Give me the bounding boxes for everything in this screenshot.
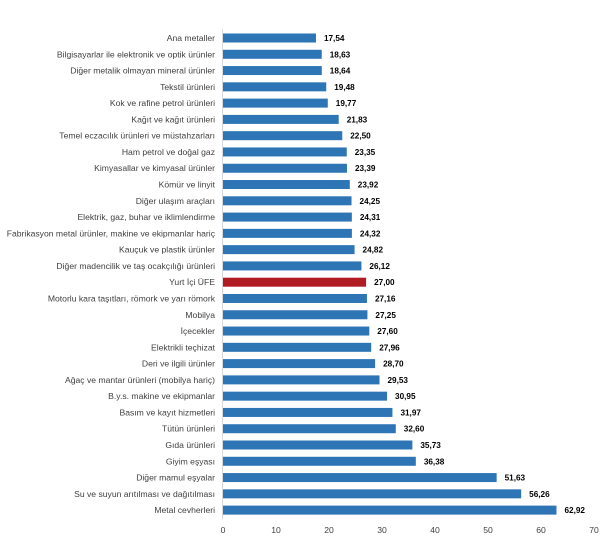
category-label: İçecekler	[181, 326, 216, 336]
category-label: Mobilya	[185, 310, 215, 320]
bar	[223, 505, 557, 515]
bar	[223, 440, 413, 450]
data-label: 23,92	[358, 181, 379, 190]
bar	[223, 33, 316, 43]
category-label: Kok ve rafine petrol ürünleri	[110, 98, 215, 108]
bar	[223, 293, 367, 303]
bar	[223, 375, 380, 385]
data-label: 29,53	[388, 376, 409, 385]
category-label: Kömür ve linyit	[159, 180, 216, 190]
data-label: 31,97	[400, 408, 421, 417]
bar	[223, 277, 367, 287]
data-label: 17,54	[324, 34, 345, 43]
data-label: 35,73	[420, 441, 441, 450]
category-label: Tütün ürünleri	[162, 424, 215, 434]
category-label: Ana metaller	[167, 33, 215, 43]
category-label: Fabrikasyon metal ürünler, makine ve eki…	[7, 228, 216, 238]
bar	[223, 261, 362, 271]
category-label: Basım ve kayıt hizmetleri	[119, 407, 215, 417]
x-tick-label: 0	[221, 525, 226, 535]
bar	[223, 98, 328, 108]
data-label: 18,64	[330, 67, 351, 76]
bar	[223, 196, 352, 206]
bar	[223, 310, 368, 320]
data-label: 21,83	[347, 115, 368, 124]
category-label: Diğer ulaşım araçları	[136, 196, 215, 206]
x-tick-label: 70	[589, 525, 599, 535]
bar	[223, 424, 396, 434]
x-tick-label: 50	[483, 525, 493, 535]
category-label: Yurt İçi ÜFE	[169, 277, 215, 287]
category-label: Kauçuk ve plastik ürünler	[119, 245, 215, 255]
category-label: Deri ve ilgili ürünler	[142, 359, 215, 369]
bar	[223, 212, 352, 222]
data-label: 18,63	[330, 50, 351, 59]
data-label: 27,25	[375, 311, 396, 320]
category-label: Kağıt ve kağıt ürünleri	[131, 114, 215, 124]
category-label: Elektrik, gaz, buhar ve iklimlendirme	[77, 212, 215, 222]
bar	[223, 66, 322, 76]
category-label: Giyim eşyası	[166, 456, 215, 466]
bar	[223, 473, 497, 483]
bar	[223, 407, 393, 417]
category-label: Tekstil ürünleri	[160, 82, 215, 92]
data-label: 30,95	[395, 392, 416, 401]
bar	[223, 489, 522, 499]
bar	[223, 228, 352, 238]
bar	[223, 82, 327, 92]
bar	[223, 326, 370, 336]
bar	[223, 342, 372, 352]
category-label: Metal cevherleri	[154, 505, 215, 515]
category-label: Diğer mamul eşyalar	[136, 473, 215, 483]
data-label: 27,16	[375, 294, 396, 303]
data-label: 19,77	[336, 99, 357, 108]
bar	[223, 359, 376, 369]
x-tick-label: 40	[430, 525, 440, 535]
data-label: 51,63	[505, 474, 526, 483]
category-label: Ağaç ve mantar ürünleri (mobilya hariç)	[65, 375, 215, 385]
bar	[223, 245, 355, 255]
data-label: 36,38	[424, 457, 445, 466]
data-label: 27,60	[377, 327, 398, 336]
category-label: Diğer madencilik ve taş ocakçılığı ürünl…	[56, 261, 215, 271]
bar	[223, 456, 416, 466]
data-label: 56,26	[529, 490, 550, 499]
data-label: 62,92	[564, 506, 585, 515]
bar	[223, 391, 388, 401]
data-label: 28,70	[383, 360, 404, 369]
category-label: Temel eczacılık ürünleri ve müstahzarlar…	[59, 131, 215, 141]
data-label: 26,12	[369, 262, 390, 271]
category-label: Elektrikli teçhizat	[151, 342, 216, 352]
data-label: 27,96	[379, 343, 400, 352]
category-label: Motorlu kara taşıtları, römork ve yarı r…	[48, 293, 216, 303]
category-label: Su ve suyun arıtılması ve dağıtılması	[74, 489, 215, 499]
data-label: 23,39	[355, 164, 376, 173]
bar	[223, 131, 343, 141]
data-label: 32,60	[404, 425, 425, 434]
x-tick-label: 10	[271, 525, 281, 535]
bar	[223, 49, 322, 59]
bar	[223, 180, 350, 190]
x-tick-label: 60	[536, 525, 546, 535]
category-label: Diğer metalik olmayan mineral ürünler	[70, 66, 215, 76]
x-tick-label: 20	[324, 525, 334, 535]
category-label: Ham petrol ve doğal gaz	[122, 147, 215, 157]
data-label: 24,25	[360, 197, 381, 206]
category-label: Gıda ürünleri	[165, 440, 215, 450]
data-label: 24,82	[363, 246, 384, 255]
data-label: 24,31	[360, 213, 381, 222]
data-label: 23,35	[355, 148, 376, 157]
bar	[223, 147, 347, 157]
bar	[223, 163, 347, 173]
data-label: 22,50	[350, 132, 371, 141]
data-label: 27,00	[374, 278, 395, 287]
data-label: 19,48	[334, 83, 355, 92]
category-label: Kimyasallar ve kimyasal ürünler	[94, 163, 215, 173]
bar	[223, 114, 339, 124]
category-label: B.y.s. makine ve ekipmanlar	[108, 391, 215, 401]
category-label: Bilgisayarlar ile elektronik ve optik ür…	[57, 49, 215, 59]
data-label: 24,32	[360, 229, 381, 238]
x-tick-label: 30	[377, 525, 387, 535]
